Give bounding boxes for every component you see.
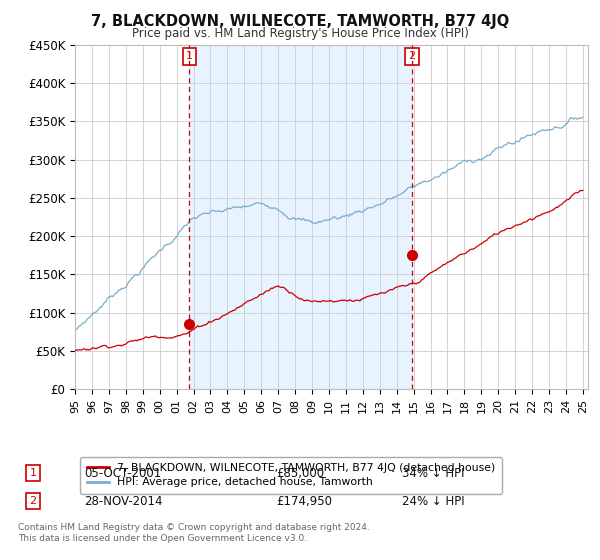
Text: 28-NOV-2014: 28-NOV-2014 <box>84 494 163 508</box>
Bar <box>190 45 412 389</box>
Text: 24% ↓ HPI: 24% ↓ HPI <box>402 494 464 508</box>
Text: 7, BLACKDOWN, WILNECOTE, TAMWORTH, B77 4JQ: 7, BLACKDOWN, WILNECOTE, TAMWORTH, B77 4… <box>91 14 509 29</box>
Text: £85,000: £85,000 <box>276 466 324 480</box>
Text: 34% ↓ HPI: 34% ↓ HPI <box>402 466 464 480</box>
Text: 05-OCT-2001: 05-OCT-2001 <box>84 466 161 480</box>
Text: 2: 2 <box>29 496 37 506</box>
Text: Price paid vs. HM Land Registry's House Price Index (HPI): Price paid vs. HM Land Registry's House … <box>131 27 469 40</box>
Text: This data is licensed under the Open Government Licence v3.0.: This data is licensed under the Open Gov… <box>18 534 307 543</box>
Text: £174,950: £174,950 <box>276 494 332 508</box>
Text: Contains HM Land Registry data © Crown copyright and database right 2024.: Contains HM Land Registry data © Crown c… <box>18 523 370 532</box>
Text: 1: 1 <box>186 52 193 61</box>
Text: 1: 1 <box>29 468 37 478</box>
Legend: 7, BLACKDOWN, WILNECOTE, TAMWORTH, B77 4JQ (detached house), HPI: Average price,: 7, BLACKDOWN, WILNECOTE, TAMWORTH, B77 4… <box>80 456 502 494</box>
Text: 2: 2 <box>409 52 416 61</box>
